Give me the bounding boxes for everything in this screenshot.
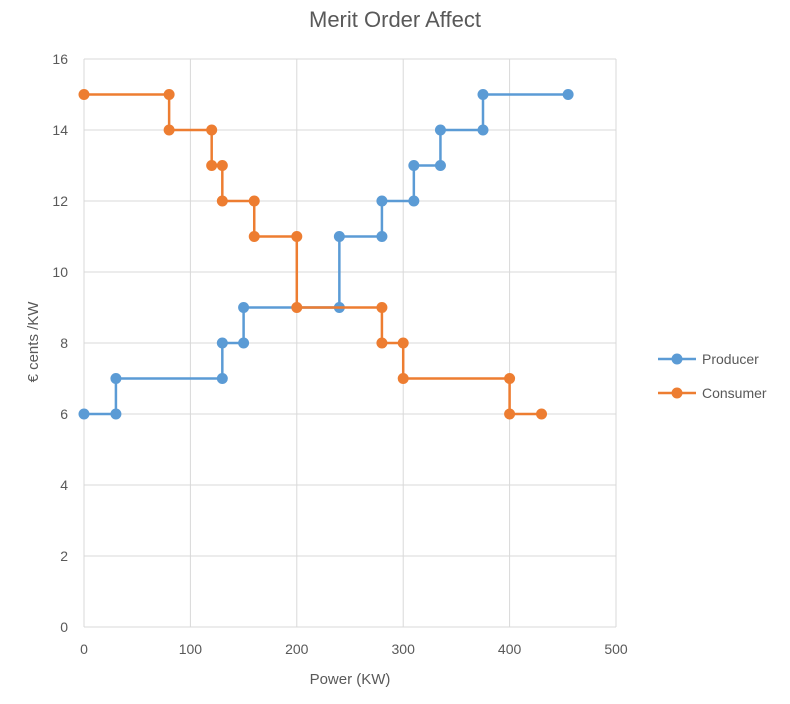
- data-point: [376, 302, 388, 313]
- y-tick-label: 6: [60, 406, 68, 422]
- data-point: [536, 408, 548, 420]
- gridlines: [83, 58, 617, 628]
- legend-marker: [671, 353, 683, 365]
- data-point: [291, 302, 303, 313]
- series-line: [84, 93, 542, 416]
- y-axis-ticks: 0 2 4 6 8 10 12 14 16: [52, 51, 68, 635]
- x-tick-label: 100: [179, 641, 203, 657]
- data-point: [477, 89, 489, 100]
- series-consumer: [78, 89, 548, 420]
- data-point: [206, 124, 218, 136]
- x-tick-label: 400: [498, 641, 522, 657]
- data-point: [333, 231, 345, 242]
- data-point: [78, 408, 90, 420]
- data-point: [504, 408, 516, 420]
- data-point: [216, 160, 228, 171]
- series-line: [84, 93, 569, 416]
- data-point: [110, 408, 122, 420]
- data-point: [163, 89, 175, 100]
- y-tick-label: 16: [52, 51, 68, 67]
- data-point: [434, 160, 446, 171]
- legend-label: Consumer: [702, 385, 767, 401]
- legend-item-producer: Producer: [658, 351, 759, 367]
- data-point: [376, 195, 388, 207]
- y-tick-label: 2: [60, 548, 68, 564]
- x-axis-label: Power (KW): [310, 671, 391, 688]
- legend-marker: [671, 387, 683, 399]
- data-point: [408, 160, 420, 171]
- data-point: [216, 337, 228, 349]
- legend-label: Producer: [702, 351, 759, 367]
- legend-item-consumer: Consumer: [658, 385, 767, 401]
- data-point: [238, 302, 250, 313]
- data-point: [206, 160, 218, 171]
- x-tick-label: 500: [604, 641, 628, 657]
- data-point: [163, 124, 175, 136]
- series-group: [78, 89, 574, 420]
- data-point: [477, 124, 489, 136]
- x-tick-label: 200: [285, 641, 309, 657]
- data-point: [78, 89, 90, 100]
- data-point: [248, 195, 260, 207]
- data-point: [216, 373, 228, 384]
- data-point: [397, 373, 409, 384]
- y-axis-label: € cents /KW: [25, 301, 42, 383]
- chart-title: Merit Order Affect: [309, 7, 481, 32]
- data-point: [248, 231, 260, 242]
- series-producer: [78, 89, 574, 420]
- data-point: [216, 195, 228, 207]
- data-point: [376, 231, 388, 242]
- y-tick-label: 0: [60, 619, 68, 635]
- data-point: [291, 231, 303, 242]
- data-point: [238, 337, 250, 349]
- legend: Producer Consumer: [658, 351, 767, 401]
- data-point: [408, 195, 420, 207]
- data-point: [376, 337, 388, 349]
- x-tick-label: 300: [392, 641, 416, 657]
- y-tick-label: 10: [52, 264, 68, 280]
- y-tick-label: 12: [52, 193, 68, 209]
- y-tick-label: 14: [52, 122, 68, 138]
- data-point: [504, 373, 516, 384]
- x-tick-label: 0: [80, 641, 88, 657]
- data-point: [434, 124, 446, 136]
- data-point: [562, 89, 574, 100]
- x-axis-ticks: 0 100 200 300 400 500: [80, 641, 628, 657]
- y-tick-label: 8: [60, 335, 68, 351]
- data-point: [110, 373, 122, 384]
- data-point: [397, 337, 409, 349]
- y-tick-label: 4: [60, 477, 68, 493]
